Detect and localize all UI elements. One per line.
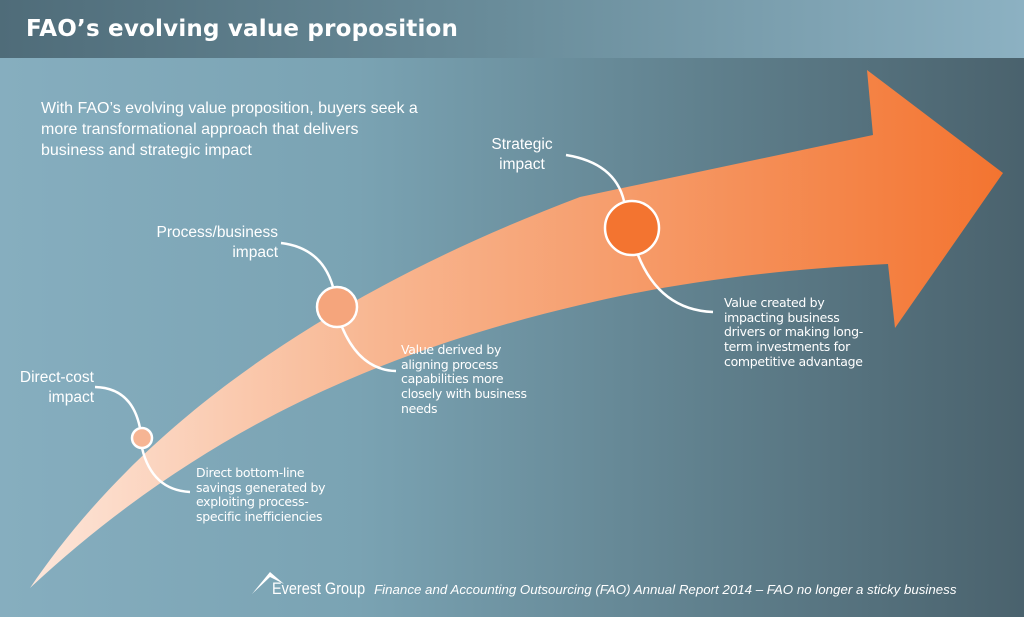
stage-label-process: Process/business impact [157,223,278,263]
title-bar: FAO’s evolving value proposition [0,0,1024,58]
desc-line: competitive advantage [724,353,863,369]
brand-name: Everest Group [272,579,366,598]
desc-line: exploiting process- [196,494,309,510]
desc-line: needs [401,400,438,416]
desc-line: Value derived by [401,342,502,357]
label-line: Strategic [491,136,553,153]
stage-label-strategic: Strategic impact [472,135,572,175]
label-line: impact [232,244,278,261]
everest-logo-icon [252,572,284,594]
connector-process [280,241,397,373]
intro-text: With FAO’s evolving value proposition, b… [41,100,418,159]
label-line: Direct-cost [19,369,94,386]
stage-marker-process [315,285,359,329]
desc-line: Value created by [724,295,825,310]
stage-description-strategic: Value created by impacting business driv… [724,295,863,370]
label-line: impact [499,156,545,173]
stage-label-direct-cost: Direct-cost impact [20,368,94,408]
desc-line: aligning process [401,356,499,372]
source-citation: Finance and Accounting Outsourcing (FAO)… [374,582,957,597]
desc-line: term investments for [724,339,850,355]
desc-line: closely with business [401,386,527,402]
desc-line: Direct bottom-line [196,465,305,480]
label-line: impact [48,389,94,406]
footer-source: Everest Group Finance and Accounting Out… [272,579,956,599]
desc-line: specific inefficiencies [196,509,323,525]
desc-line: savings generated by [196,479,326,495]
arrow-shape [30,70,1003,588]
desc-line: drivers or making long- [724,324,863,340]
desc-line: impacting business [724,309,840,325]
page-title: FAO’s evolving value proposition [26,16,459,42]
stage-description-direct-cost: Direct bottom-line savings generated by … [196,465,326,525]
label-line: Process/business [156,224,278,241]
connector-direct-cost [94,385,191,494]
stage-description-process: Value derived by aligning process capabi… [401,342,527,417]
stage-marker-direct-cost [130,426,154,450]
desc-line: capabilities more [401,371,504,387]
connector-strategic [565,153,714,314]
stage-marker-strategic [603,199,661,257]
